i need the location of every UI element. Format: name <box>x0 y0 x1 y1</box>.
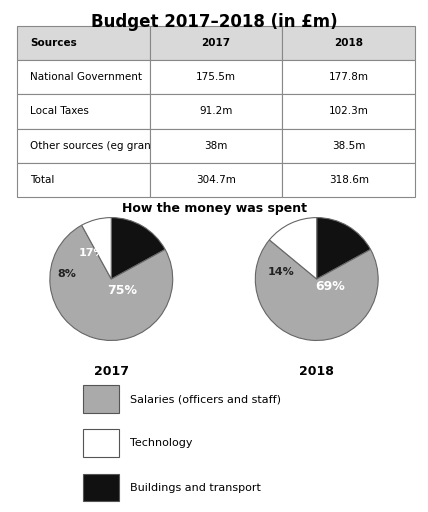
Wedge shape <box>269 218 317 279</box>
Text: Buildings and transport: Buildings and transport <box>130 482 261 493</box>
Text: 2017: 2017 <box>94 365 129 378</box>
Text: How the money was spent: How the money was spent <box>122 202 306 215</box>
Text: 75%: 75% <box>107 284 137 296</box>
Text: 69%: 69% <box>315 280 345 293</box>
Text: 2018: 2018 <box>299 365 334 378</box>
Wedge shape <box>82 218 111 279</box>
Bar <box>83 474 119 501</box>
Text: Salaries (officers and staff): Salaries (officers and staff) <box>130 394 281 404</box>
Wedge shape <box>111 218 165 279</box>
Text: 14%: 14% <box>268 267 294 276</box>
Bar <box>83 385 119 413</box>
Bar <box>83 430 119 457</box>
Text: 17%: 17% <box>78 248 105 258</box>
Wedge shape <box>317 218 371 279</box>
Wedge shape <box>255 240 378 340</box>
Text: 17%: 17% <box>286 247 313 257</box>
Text: Budget 2017–2018 (in £m): Budget 2017–2018 (in £m) <box>91 13 337 31</box>
Text: 8%: 8% <box>58 269 77 279</box>
Wedge shape <box>50 225 173 340</box>
Text: Technology: Technology <box>130 438 193 449</box>
